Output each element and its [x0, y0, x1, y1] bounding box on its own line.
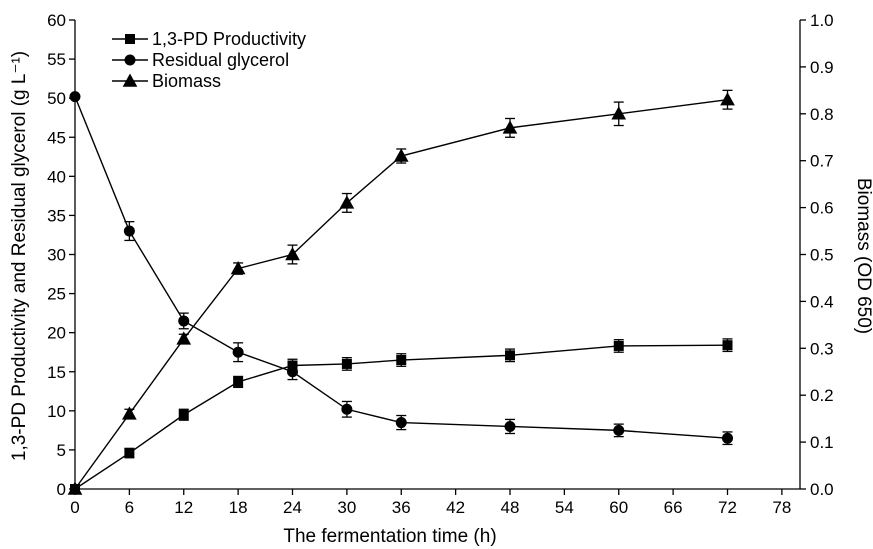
y-left-tick-label: 55: [47, 50, 66, 69]
x-tick-label: 36: [392, 498, 411, 517]
series-line-glycerol: [74, 96, 728, 439]
x-tick-label: 0: [70, 498, 79, 517]
legend-label-productivity: 1,3-PD Productivity: [152, 29, 306, 49]
y-left-tick-label: 25: [47, 285, 66, 304]
data-point-biomass: [176, 331, 192, 345]
y-right-tick-label: 0.1: [810, 433, 834, 452]
legend-label-biomass: Biomass: [152, 71, 221, 91]
y-left-tick-label: 20: [47, 324, 66, 343]
x-tick-label: 12: [174, 498, 193, 517]
x-tick-label: 48: [501, 498, 520, 517]
y-right-tick-label: 0.0: [810, 480, 834, 499]
series-glycerol: [69, 91, 733, 446]
series-productivity: [70, 338, 733, 494]
legend-label-glycerol: Residual glycerol: [152, 50, 289, 70]
data-point-biomass: [67, 481, 83, 495]
y-right-tick-label: 0.8: [810, 105, 834, 124]
data-point-productivity: [396, 355, 407, 366]
legend-entry-productivity: 1,3-PD Productivity: [112, 29, 306, 49]
data-point-glycerol: [287, 366, 298, 378]
x-tick-label: 66: [664, 498, 683, 517]
x-tick-label: 18: [229, 498, 248, 517]
data-point-glycerol: [69, 91, 81, 103]
data-point-productivity: [341, 358, 352, 369]
data-point-glycerol: [341, 403, 353, 415]
y-left-tick-label: 60: [47, 11, 66, 30]
x-axis-title: The fermentation time (h): [283, 526, 496, 547]
data-point-glycerol: [722, 432, 733, 444]
x-tick-label: 30: [337, 498, 356, 517]
data-point-biomass: [285, 246, 300, 261]
data-point-biomass: [230, 261, 246, 275]
x-tick-label: 60: [609, 498, 628, 517]
data-point-biomass: [720, 92, 735, 106]
y-left-tick-label: 45: [47, 128, 66, 147]
data-point-glycerol: [123, 225, 135, 237]
right-y-axis-title: Biomass (OD 650): [853, 178, 873, 334]
y-right-tick-label: 0.3: [810, 339, 834, 358]
series-line-productivity: [74, 344, 728, 490]
y-right-tick-label: 0.9: [810, 58, 834, 77]
y-left-tick-label: 10: [47, 402, 66, 421]
data-point-biomass: [611, 106, 627, 120]
series-layer: [67, 89, 735, 495]
y-left-tick-label: 35: [47, 206, 66, 225]
data-point-biomass: [122, 406, 137, 420]
data-point-productivity: [233, 376, 244, 387]
y-right-tick-label: 0.6: [810, 199, 834, 218]
data-point-glycerol: [504, 420, 516, 432]
data-point-productivity: [505, 350, 515, 361]
y-left-tick-label: 5: [57, 441, 66, 460]
legend-entry-biomass: Biomass: [112, 71, 221, 91]
data-point-biomass: [502, 120, 518, 134]
y-right-tick-label: 0.4: [810, 292, 834, 311]
data-point-glycerol: [178, 315, 190, 327]
data-point-glycerol: [232, 346, 244, 358]
y-right-tick-label: 0.7: [810, 152, 834, 171]
series-line-biomass: [74, 99, 728, 490]
x-tick-label: 72: [718, 498, 737, 517]
left-y-axis-title: 1,3-PD Productivity and Residual glycero…: [9, 51, 30, 461]
y-left-tick-label: 15: [47, 363, 66, 382]
y-left-tick-label: 0: [57, 480, 66, 499]
data-point-biomass: [393, 148, 409, 162]
series-biomass: [67, 89, 735, 495]
ticks: 0 6 12 18 24 30 36 42 48 54 60 66 72 78 0 5 10 15 20 25 30 35…: [47, 11, 834, 517]
y-right-tick-label: 0.2: [810, 386, 834, 405]
data-point-biomass: [339, 195, 355, 209]
y-right-tick-label: 1.0: [810, 11, 834, 30]
y-left-tick-label: 30: [47, 246, 66, 265]
x-tick-label: 24: [283, 498, 302, 517]
data-point-productivity: [178, 409, 189, 420]
x-tick-label: 42: [446, 498, 465, 517]
data-point-productivity: [722, 340, 733, 351]
legend-marker-productivity: [125, 34, 135, 44]
data-point-glycerol: [613, 424, 625, 436]
x-tick-label: 78: [772, 498, 791, 517]
y-right-tick-label: 0.5: [810, 246, 834, 265]
data-point-glycerol: [395, 417, 407, 429]
y-left-tick-label: 40: [47, 167, 66, 186]
data-point-productivity: [124, 448, 135, 459]
x-tick-label: 6: [125, 498, 134, 517]
y-left-tick-label: 50: [47, 89, 66, 108]
legend-entry-glycerol: Residual glycerol: [112, 50, 289, 70]
legend-marker-glycerol: [124, 54, 136, 66]
data-point-productivity: [613, 340, 624, 351]
legend-marker-biomass: [122, 73, 138, 87]
x-tick-label: 54: [555, 498, 574, 517]
